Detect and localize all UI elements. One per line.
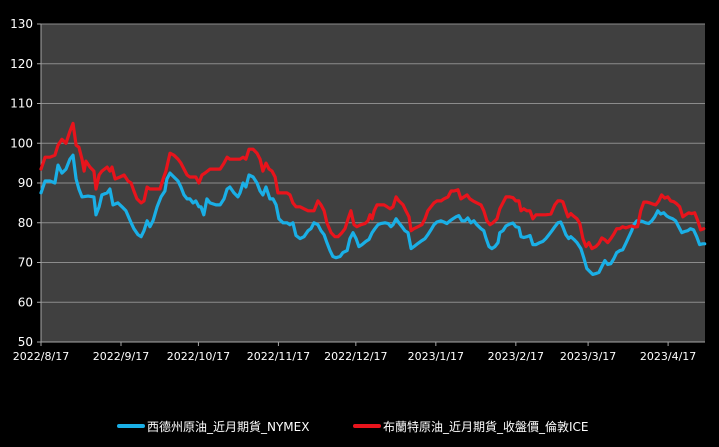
y-tick-label: 50 (18, 335, 33, 349)
x-tick-label: 2022/8/17 (13, 350, 69, 363)
x-tick-label: 2023/3/17 (560, 350, 616, 363)
y-tick-label: 100 (10, 136, 33, 150)
x-tick-label: 2022/11/17 (247, 350, 310, 363)
y-tick-label: 80 (18, 216, 33, 230)
x-axis: 2022/8/17 2022/9/17 2022/10/17 2022/11/17 20… (13, 341, 705, 363)
x-tick-label: 2022/9/17 (93, 350, 149, 363)
y-tick-label: 120 (10, 57, 33, 71)
y-tick-label: 90 (18, 176, 33, 190)
y-tick-label: 110 (10, 97, 33, 111)
legend-item-wti[interactable]: 西德州原油_近月期貨_NYMEX (117, 416, 309, 436)
y-axis: 50 60 70 80 90 100 110 120 130 (10, 17, 42, 349)
series-line-1 (39, 121, 706, 251)
legend-swatch-brent-icon (353, 424, 381, 428)
legend: 西德州原油_近月期貨_NYMEX 布蘭特原油_近月期貨_收盤價_倫敦ICE (0, 416, 719, 436)
legend-item-brent[interactable]: 布蘭特原油_近月期貨_收盤價_倫敦ICE (353, 416, 589, 436)
legend-label-brent: 布蘭特原油_近月期貨_收盤價_倫敦ICE (383, 419, 589, 434)
series-line-0 (39, 153, 707, 276)
x-tick-label: 2022/10/17 (167, 350, 230, 363)
legend-swatch-wti-icon (117, 424, 145, 428)
x-tick-label: 2023/4/17 (640, 350, 696, 363)
legend-label-wti: 西德州原油_近月期貨_NYMEX (147, 419, 310, 434)
y-tick-label: 70 (18, 256, 33, 270)
y-tick-label: 60 (18, 295, 33, 309)
x-tick-label: 2022/12/17 (324, 350, 387, 363)
series-layer (39, 121, 707, 276)
y-tick-label: 130 (10, 17, 33, 31)
x-tick-label: 2023/1/17 (408, 350, 464, 363)
x-tick-label: 2023/2/17 (488, 350, 544, 363)
